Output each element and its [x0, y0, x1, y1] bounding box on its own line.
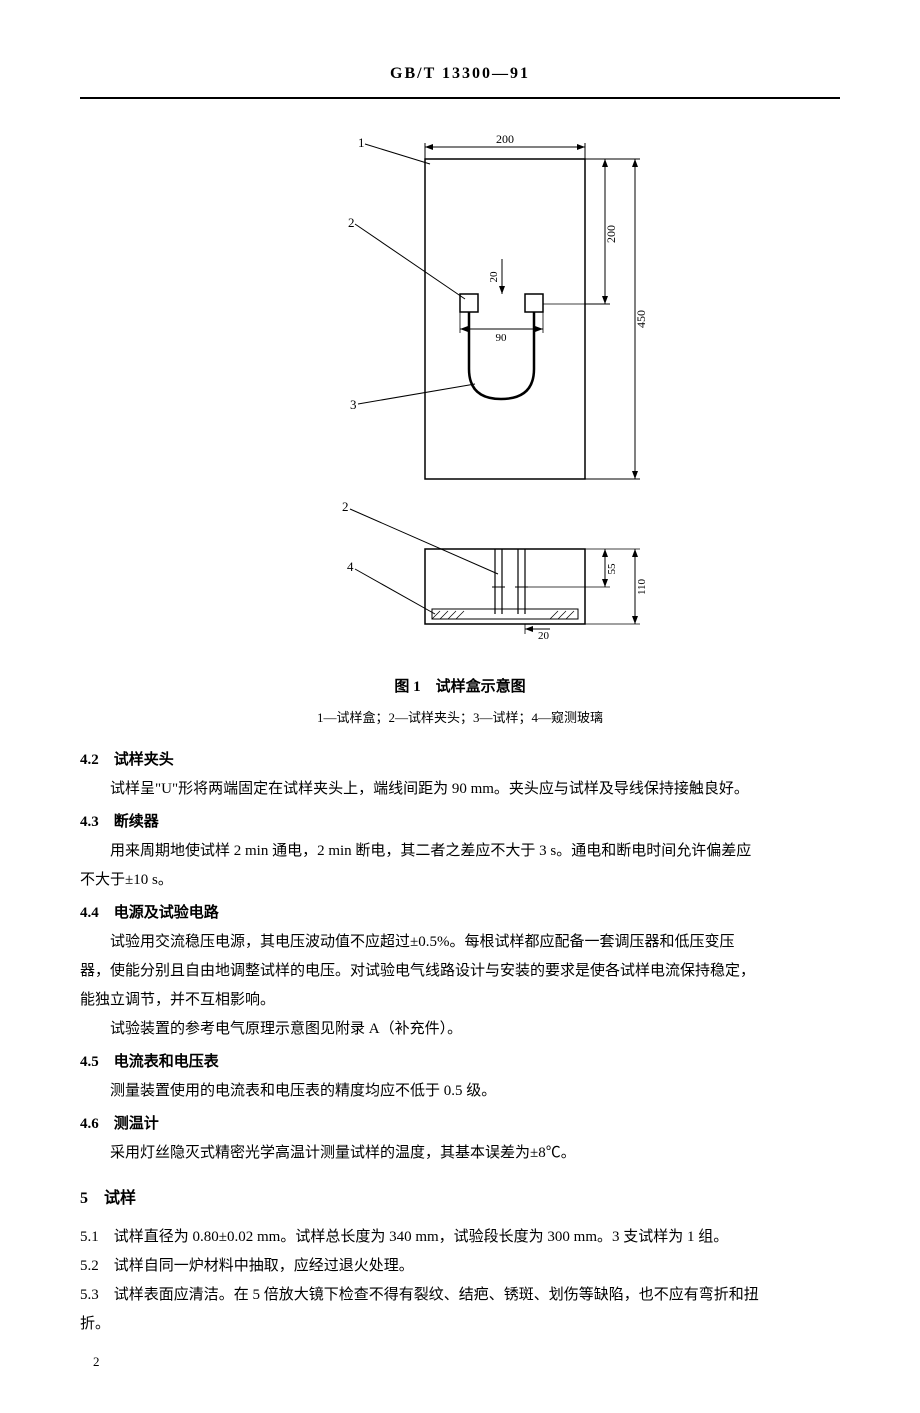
page-number: 2 — [80, 1350, 840, 1373]
callout-1: 1 — [358, 135, 365, 150]
callout-4: 4 — [347, 559, 354, 574]
dim-lower-h2: 110 — [636, 578, 648, 595]
item-5-1: 5.1 试样直径为 0.80±0.02 mm。试样总长度为 340 mm，试验段… — [80, 1224, 840, 1251]
callout-2a: 2 — [348, 215, 355, 230]
para-4-2: 试样呈"U"形将两端固定在试样夹头上，端线间距为 90 mm。夹头应与试样及导线… — [80, 776, 840, 803]
dim-lower-gap: 20 — [538, 630, 550, 642]
heading-5: 5 试样 — [80, 1185, 840, 1214]
heading-4-3: 4.3 断续器 — [80, 809, 840, 836]
dim-inner-gap: 20 — [488, 271, 500, 283]
callout-2b: 2 — [342, 499, 349, 514]
heading-4-2: 4.2 试样夹头 — [80, 747, 840, 774]
figure-1-diagram: 200 200 450 20 — [250, 129, 670, 649]
dim-lower-h1: 55 — [606, 563, 618, 575]
para-4-3-1: 用来周期地使试样 2 min 通电，2 min 断电，其二者之差应不大于 3 s… — [80, 838, 840, 865]
para-4-4-4: 试验装置的参考电气原理示意图见附录 A（补充件）。 — [80, 1016, 840, 1043]
item-5-3b: 折。 — [80, 1311, 840, 1338]
para-4-6: 采用灯丝隐灭式精密光学高温计测量试样的温度，其基本误差为±8℃。 — [80, 1140, 840, 1167]
callout-3: 3 — [350, 397, 357, 412]
para-4-4-2: 器，使能分别且自由地调整试样的电压。对试验电气线路设计与安装的要求是使各试样电流… — [80, 958, 840, 985]
figure-1-container: 200 200 450 20 — [80, 129, 840, 729]
heading-4-4: 4.4 电源及试验电路 — [80, 900, 840, 927]
figure-1-caption: 图 1 试样盒示意图 — [80, 674, 840, 701]
para-4-3-2: 不大于±10 s。 — [80, 867, 840, 894]
dim-height-total: 450 — [634, 310, 648, 328]
figure-1-legend: 1—试样盒；2—试样夹头；3—试样；4—窥测玻璃 — [80, 706, 840, 729]
para-4-4-3: 能独立调节，并不互相影响。 — [80, 987, 840, 1014]
heading-4-6: 4.6 测温计 — [80, 1111, 840, 1138]
heading-4-5: 4.5 电流表和电压表 — [80, 1049, 840, 1076]
dim-u-span: 90 — [496, 332, 508, 344]
item-5-2: 5.2 试样自同一炉材料中抽取，应经过退火处理。 — [80, 1253, 840, 1280]
para-4-4-1: 试验用交流稳压电源，其电压波动值不应超过±0.5%。每根试样都应配备一套调压器和… — [80, 929, 840, 956]
dim-height-upper: 200 — [604, 225, 618, 243]
dim-width-top: 200 — [496, 132, 514, 146]
para-4-5: 测量装置使用的电流表和电压表的精度均应不低于 0.5 级。 — [80, 1078, 840, 1105]
item-5-3a: 5.3 试样表面应清洁。在 5 倍放大镜下检查不得有裂纹、结疤、锈斑、划伤等缺陷… — [80, 1282, 840, 1309]
standard-code-header: GB/T 13300—91 — [80, 60, 840, 99]
